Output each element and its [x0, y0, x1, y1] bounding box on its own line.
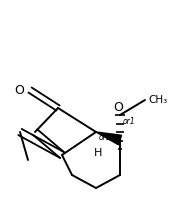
Polygon shape	[96, 132, 122, 145]
Text: O: O	[113, 101, 123, 114]
Text: or1: or1	[123, 118, 136, 126]
Text: CH₃: CH₃	[148, 95, 167, 105]
Text: or1: or1	[99, 132, 112, 141]
Text: O: O	[14, 83, 24, 97]
Text: H: H	[94, 148, 102, 158]
